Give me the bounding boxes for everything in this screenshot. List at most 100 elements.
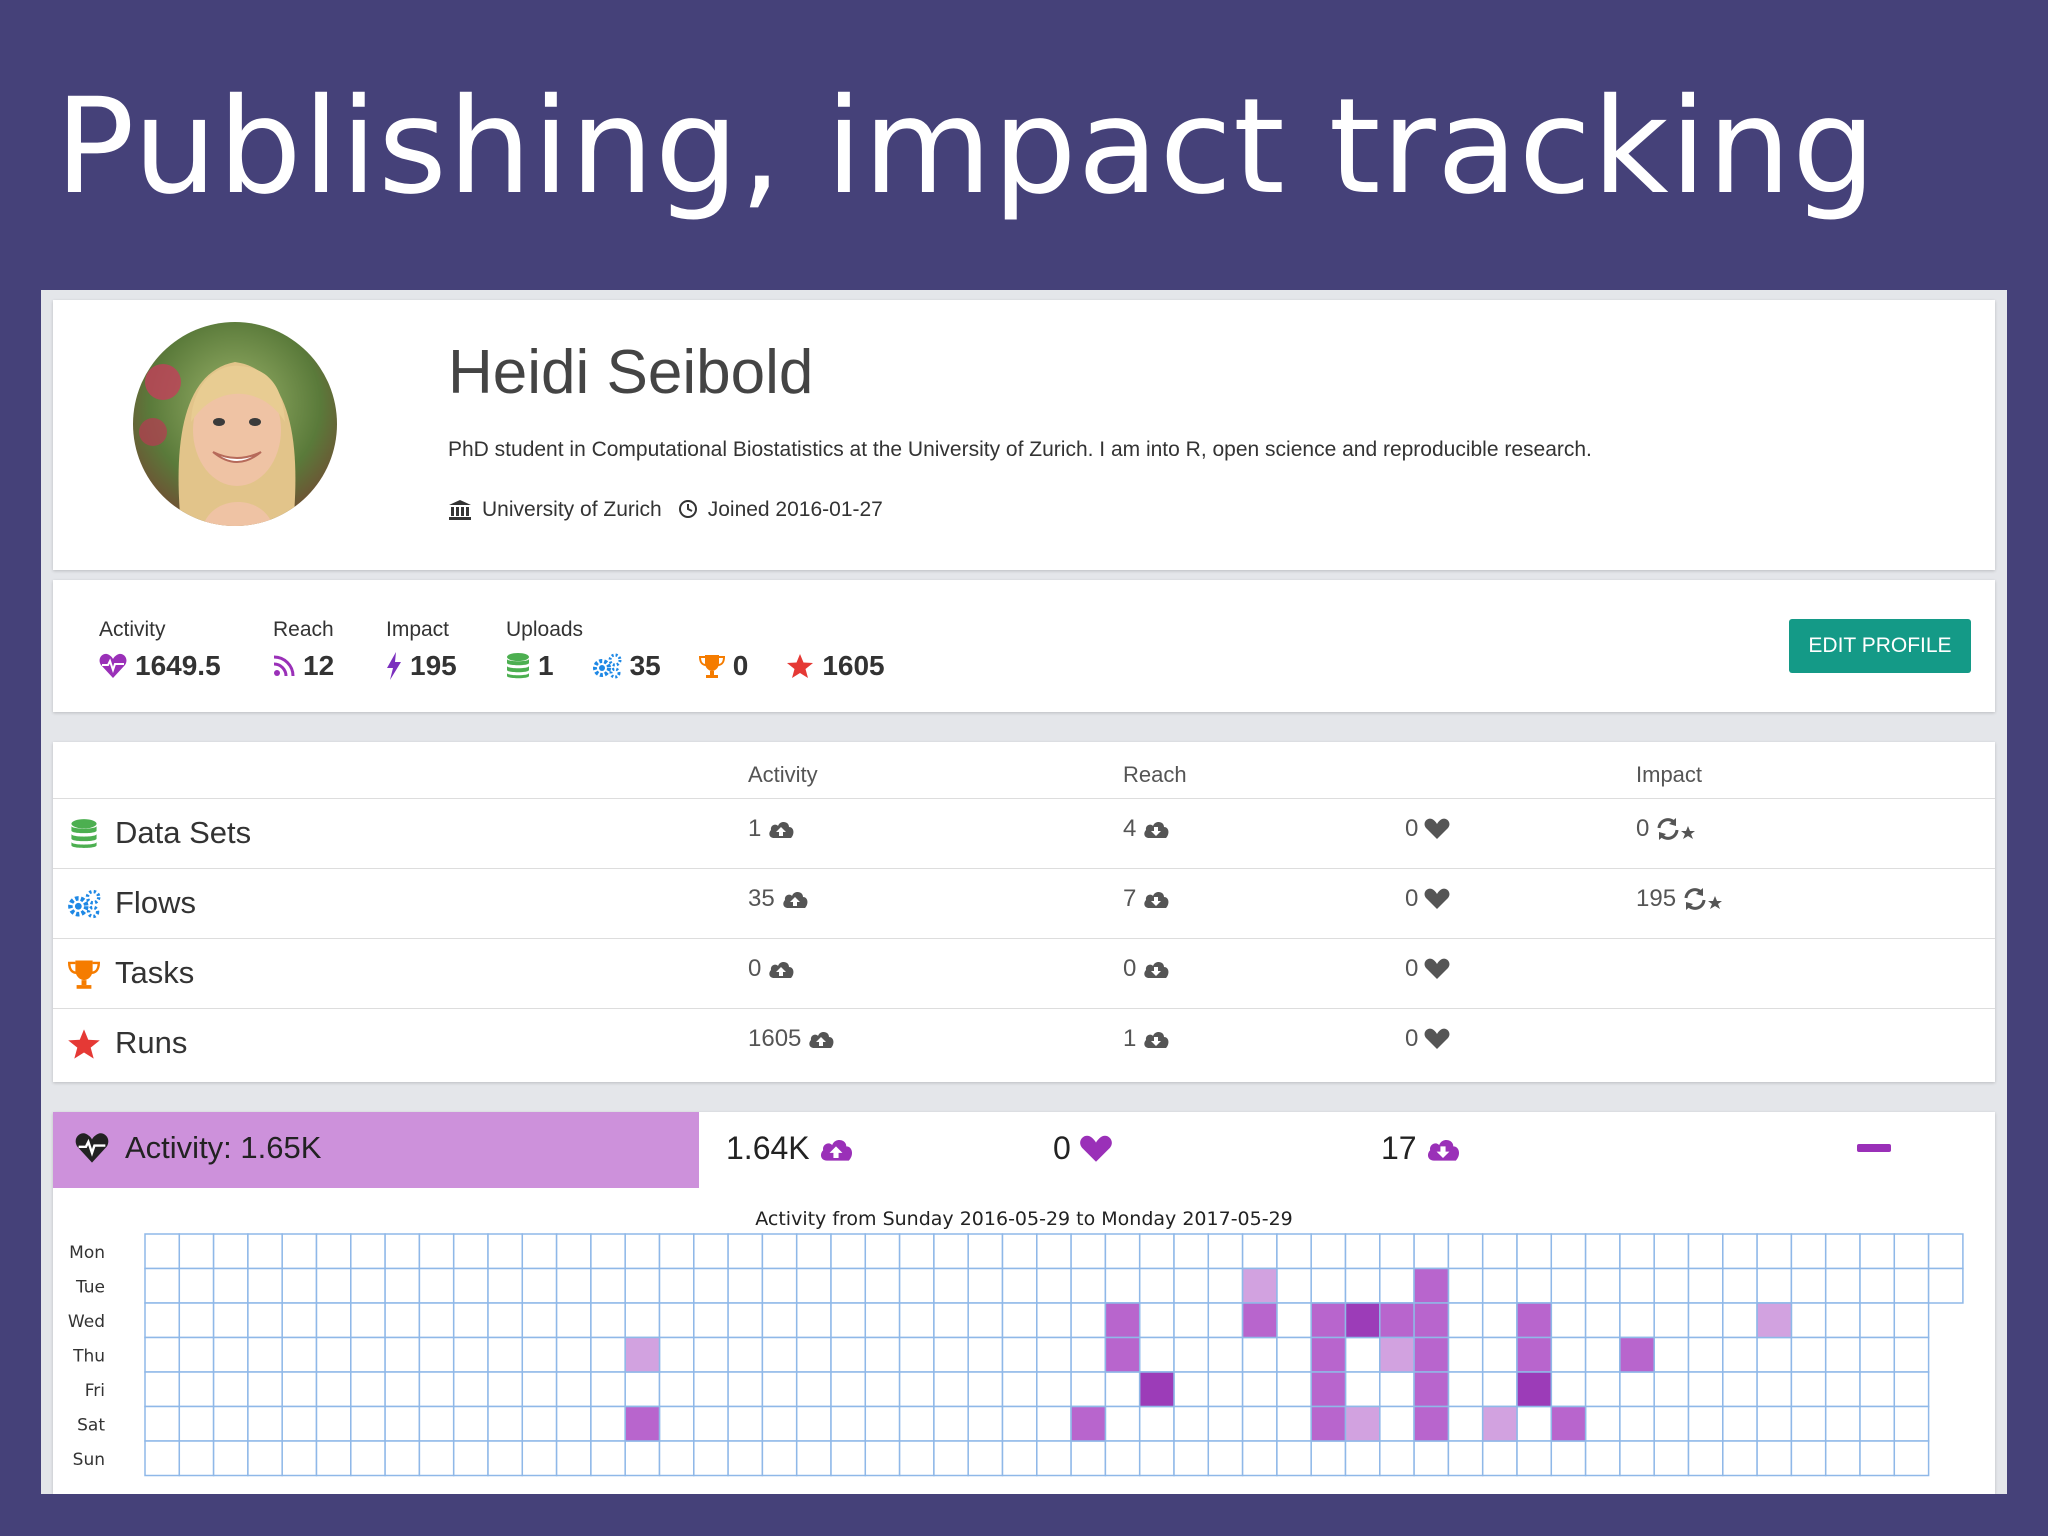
heatmap-cell[interactable]	[452, 1371, 489, 1408]
heatmap-cell[interactable]	[384, 1405, 421, 1442]
heatmap-cell[interactable]	[281, 1371, 318, 1408]
heatmap-cell[interactable]	[1516, 1267, 1553, 1304]
heatmap-cell[interactable]	[1036, 1267, 1072, 1304]
table-row-tasks[interactable]: Tasks 0 0 0	[53, 938, 1995, 1009]
heatmap-cell[interactable]	[1138, 1440, 1175, 1477]
heatmap-cell[interactable]	[1756, 1440, 1793, 1477]
heatmap-cell[interactable]	[590, 1267, 626, 1304]
heatmap-cell[interactable]	[795, 1405, 832, 1442]
heatmap-cell-active[interactable]	[1104, 1336, 1141, 1373]
heatmap-cell[interactable]	[1481, 1233, 1518, 1270]
heatmap-cell[interactable]	[418, 1440, 455, 1477]
heatmap-cell[interactable]	[761, 1267, 798, 1304]
edit-profile-button[interactable]: EDIT PROFILE	[1789, 619, 1971, 673]
heatmap-cell[interactable]	[1790, 1336, 1827, 1373]
heatmap-cell[interactable]	[967, 1440, 1004, 1477]
heatmap-cell[interactable]	[212, 1371, 249, 1408]
heatmap-cell[interactable]	[693, 1440, 729, 1477]
heatmap-cell[interactable]	[487, 1405, 524, 1442]
heatmap-cell-active[interactable]	[1310, 1302, 1347, 1339]
heatmap-cell[interactable]	[1036, 1440, 1072, 1477]
heatmap-cell[interactable]	[452, 1267, 489, 1304]
heatmap-cell[interactable]	[624, 1233, 661, 1270]
heatmap-cell[interactable]	[1070, 1440, 1107, 1477]
activity-tab[interactable]: Activity: 1.65K	[53, 1112, 699, 1188]
heatmap-cell[interactable]	[1104, 1405, 1141, 1442]
heatmap-cell[interactable]	[1413, 1440, 1450, 1477]
heatmap-cell-active[interactable]	[1104, 1302, 1141, 1339]
heatmap-cell[interactable]	[1859, 1233, 1896, 1270]
heatmap-cell[interactable]	[144, 1405, 181, 1442]
heatmap-cell[interactable]	[1481, 1440, 1518, 1477]
heatmap-cell[interactable]	[144, 1233, 181, 1270]
heatmap-cell[interactable]	[521, 1267, 558, 1304]
heatmap-cell[interactable]	[693, 1302, 729, 1339]
heatmap-cell[interactable]	[178, 1267, 215, 1304]
heatmap-cell[interactable]	[1310, 1233, 1347, 1270]
heatmap-cell[interactable]	[1138, 1233, 1175, 1270]
heatmap-cell[interactable]	[1344, 1267, 1381, 1304]
heatmap-cell-active[interactable]	[1413, 1302, 1450, 1339]
heatmap-cell[interactable]	[727, 1267, 764, 1304]
heatmap-cell[interactable]	[1001, 1233, 1038, 1270]
heatmap-cell[interactable]	[1276, 1440, 1312, 1477]
heatmap-cell[interactable]	[384, 1440, 421, 1477]
heatmap-cell[interactable]	[1173, 1440, 1210, 1477]
heatmap-cell[interactable]	[1447, 1267, 1484, 1304]
heatmap-cell[interactable]	[624, 1302, 661, 1339]
heatmap-cell[interactable]	[1379, 1405, 1415, 1442]
heatmap-cell[interactable]	[1619, 1233, 1655, 1270]
heatmap-cell[interactable]	[898, 1405, 935, 1442]
heatmap-cell[interactable]	[1447, 1405, 1484, 1442]
heatmap-cell[interactable]	[1722, 1440, 1758, 1477]
heatmap-cell[interactable]	[1824, 1336, 1861, 1373]
heatmap-cell[interactable]	[1276, 1267, 1312, 1304]
heatmap-cell[interactable]	[144, 1302, 181, 1339]
heatmap-cell[interactable]	[452, 1336, 489, 1373]
heatmap-cell[interactable]	[1722, 1405, 1758, 1442]
heatmap-cell[interactable]	[521, 1302, 558, 1339]
heatmap-cell[interactable]	[693, 1267, 729, 1304]
heatmap-cell[interactable]	[795, 1336, 832, 1373]
heatmap-cell[interactable]	[350, 1405, 386, 1442]
heatmap-cell[interactable]	[933, 1267, 969, 1304]
heatmap-cell[interactable]	[1893, 1336, 1930, 1373]
heatmap-cell[interactable]	[1584, 1233, 1621, 1270]
heatmap-cell[interactable]	[1653, 1233, 1690, 1270]
heatmap-cell[interactable]	[281, 1405, 318, 1442]
heatmap-cell[interactable]	[1276, 1371, 1312, 1408]
heatmap-cell[interactable]	[212, 1336, 249, 1373]
heatmap-cell[interactable]	[898, 1440, 935, 1477]
heatmap-cell[interactable]	[1241, 1405, 1278, 1442]
heatmap-cell[interactable]	[1653, 1440, 1690, 1477]
heatmap-cell[interactable]	[1481, 1371, 1518, 1408]
heatmap-cell[interactable]	[795, 1440, 832, 1477]
heatmap-cell[interactable]	[555, 1267, 592, 1304]
heatmap-cell[interactable]	[1001, 1440, 1038, 1477]
heatmap-cell[interactable]	[795, 1302, 832, 1339]
heatmap-cell[interactable]	[1379, 1233, 1415, 1270]
heatmap-cell[interactable]	[281, 1267, 318, 1304]
heatmap-cell[interactable]	[1036, 1405, 1072, 1442]
heatmap-cell[interactable]	[590, 1371, 626, 1408]
heatmap-cell[interactable]	[350, 1371, 386, 1408]
heatmap-cell[interactable]	[350, 1336, 386, 1373]
heatmap-cell[interactable]	[281, 1336, 318, 1373]
heatmap-cell[interactable]	[1790, 1302, 1827, 1339]
table-row-datasets[interactable]: Data Sets 1 4 0 0	[53, 798, 1995, 869]
heatmap-cell[interactable]	[144, 1371, 181, 1408]
heatmap-cell[interactable]	[487, 1233, 524, 1270]
heatmap-cell[interactable]	[761, 1371, 798, 1408]
heatmap-cell[interactable]	[864, 1267, 901, 1304]
heatmap-cell[interactable]	[830, 1440, 867, 1477]
heatmap-cell[interactable]	[1173, 1267, 1210, 1304]
heatmap-cell[interactable]	[1653, 1371, 1690, 1408]
heatmap-cell[interactable]	[761, 1302, 798, 1339]
heatmap-cell[interactable]	[1859, 1371, 1896, 1408]
heatmap-cell[interactable]	[1550, 1302, 1587, 1339]
heatmap-cell-active[interactable]	[1413, 1336, 1450, 1373]
heatmap-cell[interactable]	[1276, 1302, 1312, 1339]
heatmap-cell[interactable]	[830, 1267, 867, 1304]
heatmap-cell[interactable]	[1447, 1302, 1484, 1339]
heatmap-cell[interactable]	[247, 1233, 283, 1270]
